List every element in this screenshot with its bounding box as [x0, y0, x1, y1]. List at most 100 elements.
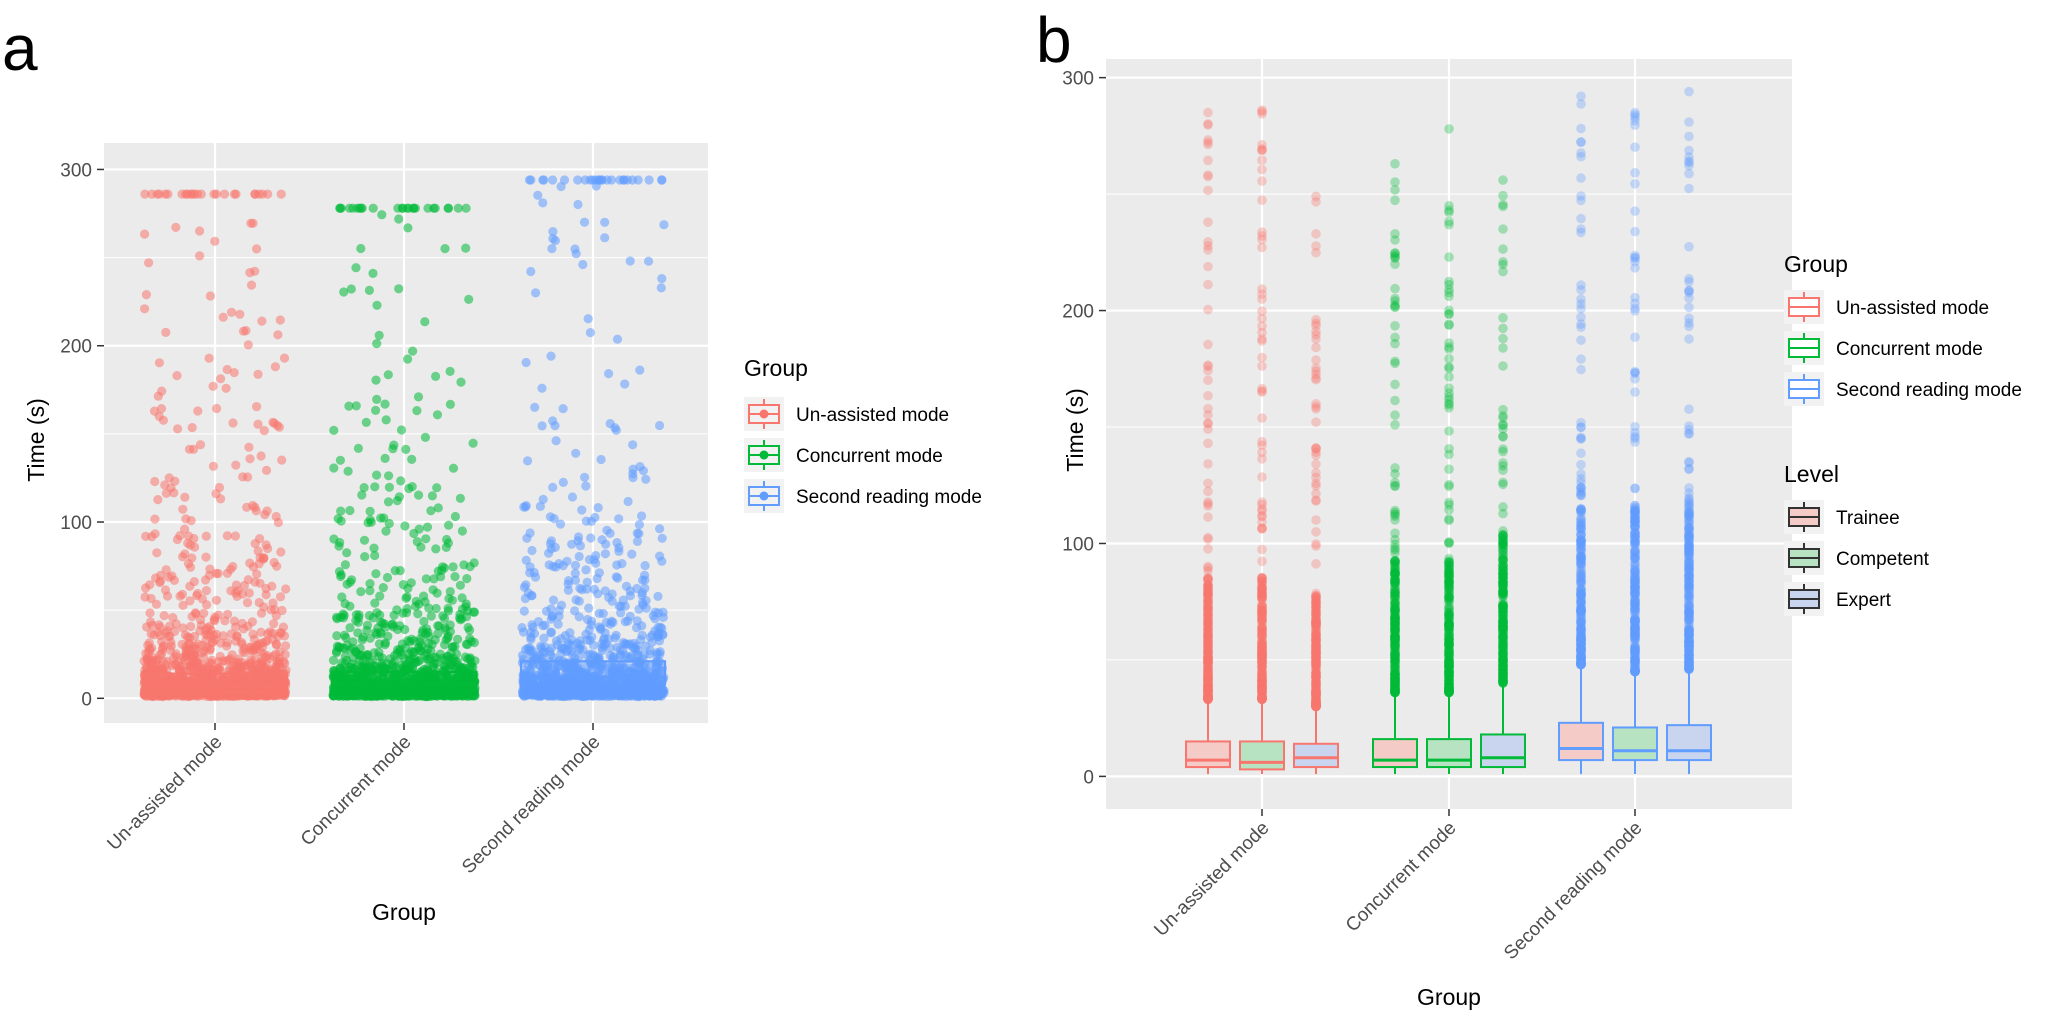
panel-a-legend-title: Group [744, 355, 808, 381]
panel-a-point [626, 256, 635, 265]
panel-a-point [376, 514, 385, 523]
panel-a-point [216, 652, 225, 661]
panel-b-point [1257, 235, 1267, 245]
panel-a-point [421, 534, 430, 543]
panel-a-point [202, 532, 211, 541]
panel-a-point [371, 569, 380, 578]
panel-a-point [622, 582, 631, 591]
panel-a-point [255, 598, 264, 607]
panel-a-point [553, 640, 562, 649]
panel-a-point [428, 491, 437, 500]
panel-a-point [140, 230, 149, 239]
panel-a-point [222, 641, 231, 650]
panel-a-x-tick-label: Un-assisted mode [103, 732, 226, 855]
panel-a-point [244, 443, 253, 452]
panel-a-point [241, 326, 250, 335]
panel-a-point [271, 362, 280, 371]
panel-a-point [448, 596, 457, 605]
panel-a-point [424, 632, 433, 641]
panel-a-point [449, 562, 458, 571]
panel-b-point [1203, 340, 1213, 350]
panel-a-point [261, 637, 270, 646]
panel-a-point [594, 503, 603, 512]
panel-a-point [520, 607, 529, 616]
panel-a-point [584, 604, 593, 613]
panel-a-point [581, 481, 590, 490]
panel-a-point [374, 652, 383, 661]
panel-a-point [548, 234, 557, 243]
panel-a-point [251, 190, 260, 199]
panel-a-point [342, 548, 351, 557]
panel-a-point [178, 505, 187, 514]
panel-a-point [393, 496, 402, 505]
panel-a-point [444, 204, 453, 213]
panel-a-point [173, 424, 182, 433]
panel-a-point [384, 471, 393, 480]
panel-a-point [230, 688, 239, 697]
panel-a-point [638, 631, 647, 640]
panel-a-point [356, 587, 365, 596]
panel-a-point [600, 233, 609, 242]
panel-a-point [432, 483, 441, 492]
panel-a-point [152, 548, 161, 557]
panel-b-point [1203, 655, 1213, 665]
panel-a-point [444, 538, 453, 547]
panel-a-point [450, 572, 459, 581]
panel-a-point [422, 655, 431, 664]
panel-a-x-ticks: Un-assisted mode Concurrent mode Second re… [103, 723, 604, 878]
panel-a-point [632, 623, 641, 632]
panel-a-point [451, 512, 460, 521]
panel-a-point [645, 175, 654, 184]
panel-a-point [369, 544, 378, 553]
panel-b-point [1257, 523, 1267, 533]
panel-a-point [639, 690, 648, 699]
panel-a-point [273, 330, 282, 339]
panel-b-point [1257, 607, 1267, 617]
panel-a-point [247, 281, 256, 290]
panel-a-point [462, 599, 471, 608]
panel-a-point [272, 611, 281, 620]
panel-a-point [604, 369, 613, 378]
panel-a-point [623, 616, 632, 625]
panel-a-point [407, 635, 416, 644]
panel-a-point [223, 365, 232, 374]
panel-a-legend-label: Concurrent mode [796, 446, 943, 467]
panel-a-point [628, 473, 637, 482]
panel-b-point [1257, 557, 1267, 567]
panel-a-point [461, 244, 470, 253]
panel-a-point [557, 691, 566, 700]
panel-a-point [272, 562, 281, 571]
panel-a-point [140, 304, 149, 313]
panel-a-point [429, 585, 438, 594]
panel-a-point [399, 580, 408, 589]
panel-a-point [538, 666, 547, 675]
panel-a-x-tick-label: Concurrent mode [297, 732, 416, 851]
panel-a-point [150, 477, 159, 486]
panel-a-point [160, 611, 169, 620]
panel-a-point [252, 244, 261, 253]
panel-a-x-tick-label: Second reading mode [458, 732, 604, 878]
panel-a-point [416, 634, 425, 643]
panel-a-point [150, 515, 159, 524]
panel-a-point [379, 583, 388, 592]
panel-a-point [385, 483, 394, 492]
panel-a-point [212, 190, 221, 199]
panel-a-point [281, 584, 290, 593]
panel-a-point [347, 663, 356, 672]
panel-b-point [1257, 109, 1267, 119]
panel-a-point [629, 465, 638, 474]
panel-a-point [575, 644, 584, 653]
panel-a-point [144, 258, 153, 267]
panel-a-point [380, 619, 389, 628]
panel-a-point [230, 617, 239, 626]
panel-a-point [468, 663, 477, 672]
panel-a-point [371, 406, 380, 415]
panel-a-point [209, 462, 218, 471]
panel-a-point [587, 617, 596, 626]
panel-a-point [627, 550, 636, 559]
panel-a-point [231, 637, 240, 646]
panel-a-point [412, 406, 421, 415]
panel-a-point [458, 526, 467, 535]
panel-a-point [555, 606, 564, 615]
